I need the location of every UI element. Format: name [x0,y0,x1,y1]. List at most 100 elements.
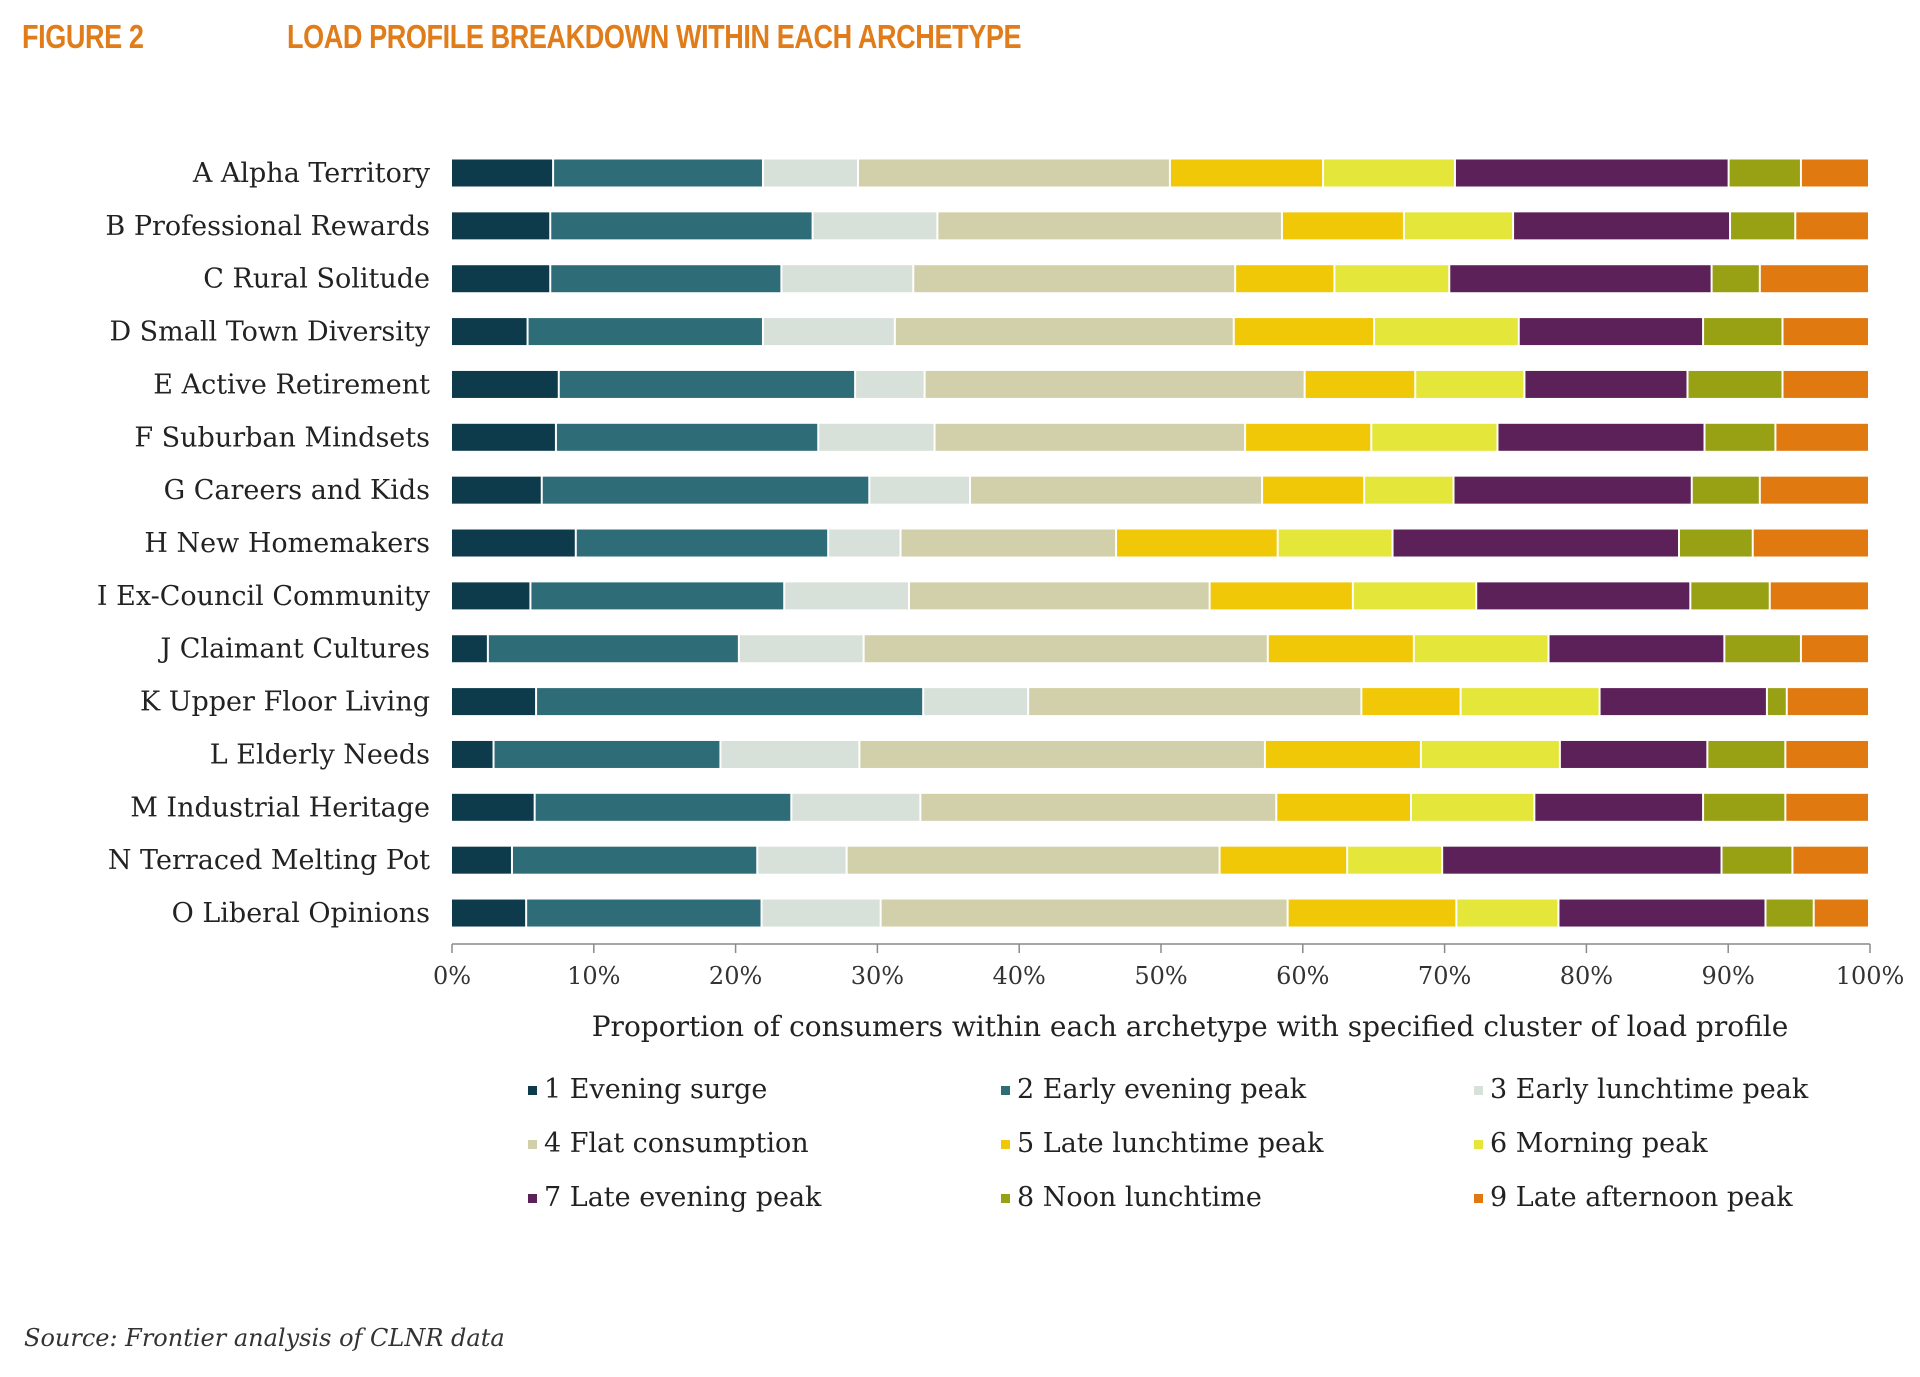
bar-segment [1766,899,1813,927]
category-label: G Careers and Kids [164,475,430,506]
bar-segment [1477,582,1690,610]
bar-segment [901,529,1116,557]
x-tick-label: 90% [1702,962,1755,990]
bar-segment [858,159,1169,187]
legend-item: 7 Late evening peak [528,1182,822,1213]
bar-segment [1712,265,1759,293]
bar-segment [792,793,920,821]
figure-title: LOAD PROFILE BREAKDOWN WITHIN EACH ARCHE… [287,18,1022,55]
bar-segment [881,899,1287,927]
bar-segment [864,635,1267,663]
bar-segment [1324,159,1454,187]
legend-item: 2 Early evening peak [1001,1074,1307,1105]
legend-item: 5 Late lunchtime peak [1001,1128,1324,1159]
bar-segment [1796,212,1868,240]
bar-segment [1498,423,1704,451]
category-label: J Claimant Cultures [157,634,430,665]
bar-segment [1450,265,1711,293]
bar-segment [1268,635,1413,663]
category-label: B Professional Rewards [105,211,430,242]
category-labels: A Alpha Territory B Professional Rewards C… [97,158,431,929]
bar-segment [1117,529,1277,557]
bar-segment [870,476,969,504]
x-tick-label: 70% [1418,962,1471,990]
legend-swatch [1474,1086,1483,1095]
bar-segment [935,423,1245,451]
bar-segment [1263,476,1364,504]
bar-segment [1234,318,1374,346]
bar-segment [452,370,558,398]
x-axis-label: Proportion of consumers within each arch… [592,1010,1789,1043]
bar-segment [1786,740,1868,768]
bar-segment [1236,265,1334,293]
bar-segment [452,793,534,821]
category-label: I Ex-Council Community [97,581,431,612]
bar-segment [1722,846,1792,874]
legend-label: 8 Noon lunchtime [1017,1182,1262,1213]
legend-swatch [1474,1194,1483,1203]
bar-segment [1421,740,1559,768]
bar-segment [1455,159,1728,187]
bar-row [452,529,1868,557]
category-label: O Liberal Opinions [172,898,430,929]
bar-segment [1525,370,1687,398]
bar-segment [535,793,791,821]
bar-segment [910,582,1209,610]
bar-segment [1753,529,1868,557]
source-note: Source: Frontier analysis of CLNR data [24,1324,505,1352]
bar-segment [938,212,1281,240]
bar-segment [1416,370,1524,398]
bar-segment [556,423,818,451]
bar-segment [527,899,761,927]
legend-item: 4 Flat consumption [528,1128,809,1159]
bar-segment [1411,793,1534,821]
bar-segment [537,688,923,716]
bar-segment [1783,370,1868,398]
legend-swatch [1001,1194,1010,1203]
bar-segment [1210,582,1352,610]
bar-segment [914,265,1235,293]
bar-segment [785,582,909,610]
legend-label: 2 Early evening peak [1017,1074,1307,1105]
bar-segment [559,370,855,398]
bar-segment [452,265,550,293]
bar-row [452,212,1868,240]
category-label: E Active Retirement [153,369,430,400]
x-tick-label: 40% [993,962,1046,990]
bar-segment [1278,529,1392,557]
bar-segment [925,370,1304,398]
bar-segment [847,846,1219,874]
bar-segment [1404,212,1513,240]
bar-segment [924,688,1028,716]
bar-row [452,688,1868,716]
bar-segment [1760,265,1868,293]
bar-segment [763,159,857,187]
bar-segment [782,265,913,293]
bar-segment [1731,212,1795,240]
bar-segment [1335,265,1449,293]
bar-segment [1454,476,1691,504]
bar-segment [1600,688,1766,716]
x-tick-label: 50% [1134,962,1187,990]
bar-segment [542,476,869,504]
legend-item: 8 Noon lunchtime [1001,1182,1262,1213]
bar-segment [1801,635,1868,663]
bar-segment [1770,582,1868,610]
category-label: F Suburban Mindsets [134,422,430,453]
bar-segment [1282,212,1403,240]
bar-segment [739,635,863,663]
bar-segment [1704,318,1782,346]
bar-row [452,423,1868,451]
bar-segment [1457,899,1558,927]
bar-row [452,582,1868,610]
bar-segment [551,212,812,240]
bar-row [452,159,1868,187]
bar-segment [1776,423,1868,451]
legend-item: 9 Late afternoon peak [1474,1182,1793,1213]
legend-swatch [528,1086,537,1095]
bar-segment [1519,318,1703,346]
bar-segment [452,212,550,240]
bar-segment [1443,846,1721,874]
bar-segment [1353,582,1476,610]
bar-segment [1705,423,1775,451]
